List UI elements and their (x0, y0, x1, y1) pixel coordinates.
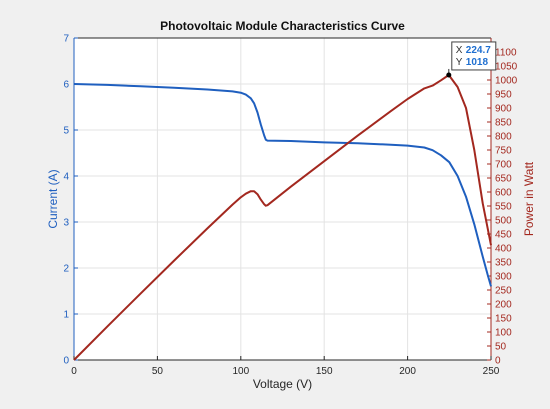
y-right-tick-label: 50 (495, 342, 507, 353)
y-right-axis-title: Power in Watt (522, 161, 536, 236)
y-left-tick-label: 3 (63, 218, 69, 229)
y-left-axis-title: Current (A) (46, 169, 60, 228)
datatip-y-value: 1018 (466, 57, 489, 68)
datatip-box (451, 41, 497, 71)
y-right-tick-label: 850 (495, 118, 512, 129)
datatip-marker (446, 72, 452, 78)
y-right-tick-label: 450 (495, 230, 512, 241)
x-tick-label: 150 (316, 366, 333, 377)
current-series-line (73, 83, 492, 287)
x-axis-title: Voltage (V) (253, 377, 312, 391)
y-right-tick-label: 600 (495, 188, 512, 199)
y-right-tick-label: 150 (495, 314, 512, 325)
y-right-tick-label: 400 (495, 244, 512, 255)
y-right-tick-label: 800 (495, 132, 512, 143)
y-right-tick-label: 1000 (495, 76, 518, 87)
y-right-tick-label: 350 (495, 258, 512, 269)
chart-title: Photovoltaic Module Characteristics Curv… (160, 19, 405, 33)
x-tick-label: 0 (71, 366, 77, 377)
y-right-tick-label: 900 (495, 104, 512, 115)
x-tick-label: 100 (232, 366, 249, 377)
y-right-tick-label: 1100 (495, 48, 517, 59)
y-right-tick-label: 300 (495, 272, 512, 283)
y-right-tick-label: 500 (495, 216, 512, 227)
y-right-tick-label: 250 (495, 286, 512, 297)
y-left-tick-label: 1 (63, 310, 69, 321)
plot-area (74, 38, 491, 360)
y-left-tick-label: 4 (63, 172, 69, 183)
y-left-tick-label: 5 (63, 126, 69, 137)
y-right-tick-label: 750 (495, 146, 512, 157)
y-left-tick-label: 0 (63, 356, 69, 367)
x-tick-label: 50 (152, 366, 164, 377)
y-right-tick-label: 950 (495, 90, 512, 101)
y-right-tick-label: 0 (495, 356, 501, 367)
datatip-x-value: 224.7 (466, 45, 491, 56)
x-tick-label: 250 (483, 366, 500, 377)
y-left-tick-label: 7 (63, 34, 69, 45)
y-right-tick-label: 650 (495, 174, 512, 185)
y-right-tick-label: 550 (495, 202, 512, 213)
y-left-tick-label: 6 (63, 80, 69, 91)
y-right-tick-label: 1050 (495, 62, 518, 73)
power-series-line (73, 74, 492, 361)
datatip-x-label: X (456, 45, 463, 56)
x-tick-label: 200 (399, 366, 416, 377)
y-left-tick-label: 2 (63, 264, 69, 275)
datatip-y-label: Y (456, 57, 463, 68)
y-right-tick-label: 100 (495, 328, 512, 339)
y-right-tick-label: 700 (495, 160, 512, 171)
y-right-tick-label: 200 (495, 300, 512, 311)
